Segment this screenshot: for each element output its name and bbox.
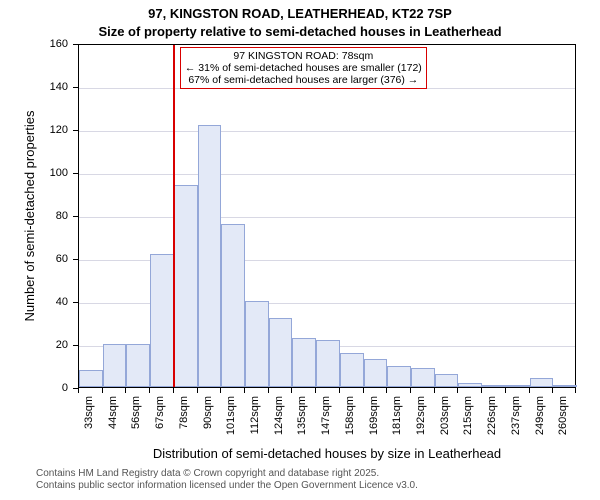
callout-line: ← 31% of semi-detached houses are smalle… <box>185 62 422 74</box>
x-tick-label: 249sqm <box>534 396 546 444</box>
histogram-bar <box>482 385 506 387</box>
x-tick <box>173 388 174 393</box>
y-tick <box>73 216 78 217</box>
x-tick <box>78 388 79 393</box>
x-tick <box>552 388 553 393</box>
x-tick-label: 181sqm <box>391 396 403 444</box>
x-tick <box>363 388 364 393</box>
y-tick <box>73 173 78 174</box>
x-tick-label: 33sqm <box>83 396 95 444</box>
x-tick-label: 112sqm <box>249 396 261 444</box>
y-tick <box>73 87 78 88</box>
y-tick-label: 120 <box>0 124 68 136</box>
histogram-bar <box>150 254 174 387</box>
histogram-bar <box>364 359 388 387</box>
histogram-bar <box>198 125 222 387</box>
x-tick-label: 169sqm <box>368 396 380 444</box>
x-tick <box>315 388 316 393</box>
plot-area: 97 KINGSTON ROAD: 78sqm← 31% of semi-det… <box>78 44 576 388</box>
footer-line2: Contains public sector information licen… <box>36 480 600 491</box>
x-tick-label: 56sqm <box>130 396 142 444</box>
callout-line: 67% of semi-detached houses are larger (… <box>185 74 422 86</box>
histogram-bar <box>269 318 293 387</box>
x-tick <box>529 388 530 393</box>
x-tick-label: 203sqm <box>439 396 451 444</box>
histogram-bar <box>245 301 269 387</box>
x-tick <box>434 388 435 393</box>
y-tick <box>73 130 78 131</box>
y-tick-label: 100 <box>0 167 68 179</box>
callout-line: 97 KINGSTON ROAD: 78sqm <box>185 50 422 62</box>
x-tick-label: 192sqm <box>415 396 427 444</box>
x-tick-label: 90sqm <box>202 396 214 444</box>
x-tick-label: 124sqm <box>273 396 285 444</box>
x-tick-label: 237sqm <box>510 396 522 444</box>
x-tick <box>505 388 506 393</box>
histogram-bar <box>126 344 150 387</box>
y-tick-label: 0 <box>0 382 68 394</box>
x-axis-title: Distribution of semi-detached houses by … <box>78 446 576 461</box>
x-tick <box>197 388 198 393</box>
x-tick-label: 78sqm <box>178 396 190 444</box>
x-tick <box>220 388 221 393</box>
x-tick <box>386 388 387 393</box>
reference-line <box>173 45 175 387</box>
x-tick <box>481 388 482 393</box>
y-tick <box>73 345 78 346</box>
histogram-bar <box>458 383 482 387</box>
histogram-bar <box>316 340 340 387</box>
y-tick-label: 160 <box>0 38 68 50</box>
histogram-bar <box>387 366 411 388</box>
x-tick-label: 101sqm <box>225 396 237 444</box>
x-tick <box>149 388 150 393</box>
y-tick-label: 40 <box>0 296 68 308</box>
x-tick <box>457 388 458 393</box>
y-tick-label: 80 <box>0 210 68 222</box>
histogram-bar <box>506 385 530 387</box>
x-tick <box>102 388 103 393</box>
x-tick <box>244 388 245 393</box>
gridline <box>79 217 575 218</box>
x-tick-label: 67sqm <box>154 396 166 444</box>
y-tick-label: 140 <box>0 81 68 93</box>
x-tick <box>410 388 411 393</box>
histogram-bar <box>435 374 459 387</box>
y-tick <box>73 302 78 303</box>
gridline <box>79 131 575 132</box>
x-tick <box>339 388 340 393</box>
histogram-bar <box>340 353 364 387</box>
y-tick <box>73 44 78 45</box>
footer-line1: Contains HM Land Registry data © Crown c… <box>36 468 600 479</box>
x-tick-label: 226sqm <box>486 396 498 444</box>
histogram-bar <box>530 378 554 387</box>
histogram-bar <box>79 370 103 387</box>
histogram-bar <box>553 385 577 387</box>
x-tick-label: 158sqm <box>344 396 356 444</box>
y-tick <box>73 259 78 260</box>
x-tick <box>268 388 269 393</box>
y-tick-label: 60 <box>0 253 68 265</box>
x-tick-label: 147sqm <box>320 396 332 444</box>
gridline <box>79 174 575 175</box>
x-tick <box>125 388 126 393</box>
histogram-bar <box>174 185 198 387</box>
x-tick-label: 44sqm <box>107 396 119 444</box>
histogram-bar <box>103 344 127 387</box>
x-tick <box>291 388 292 393</box>
chart-title-line2: Size of property relative to semi-detach… <box>0 24 600 39</box>
chart-container: { "layout": { "width": 600, "height": 50… <box>0 0 600 500</box>
x-tick-label: 215sqm <box>462 396 474 444</box>
histogram-bar <box>411 368 435 387</box>
x-tick-label: 260sqm <box>557 396 569 444</box>
chart-title-line1: 97, KINGSTON ROAD, LEATHERHEAD, KT22 7SP <box>0 6 600 21</box>
histogram-bar <box>221 224 245 387</box>
x-tick <box>575 388 576 393</box>
histogram-bar <box>292 338 316 387</box>
y-tick-label: 20 <box>0 339 68 351</box>
x-tick-label: 135sqm <box>296 396 308 444</box>
callout-box: 97 KINGSTON ROAD: 78sqm← 31% of semi-det… <box>180 47 427 89</box>
